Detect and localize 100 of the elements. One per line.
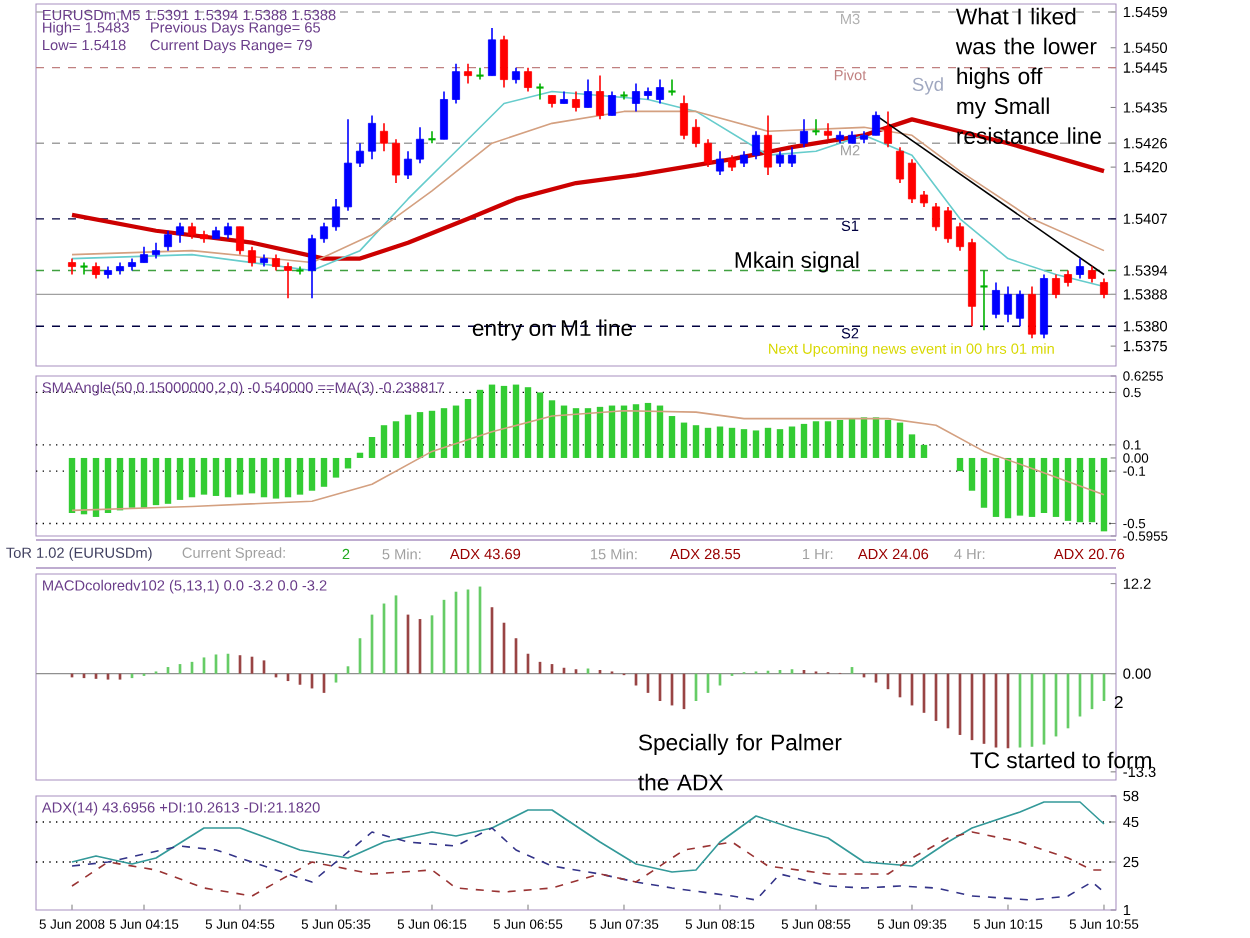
candlestick [883,110,892,149]
candlestick [667,78,677,97]
bar [872,417,880,458]
bar [140,457,148,508]
candlestick [788,146,796,168]
candlestick [1016,289,1024,328]
candlestick [896,146,904,184]
bar [320,457,328,487]
bar [980,457,988,508]
bar [416,412,424,458]
candlestick [596,74,604,121]
bar [452,405,460,458]
bar [392,421,400,458]
annotation: 2 [1114,695,1123,709]
candlestick [944,206,952,244]
candlestick [704,138,712,168]
bar [776,429,784,458]
bar [128,457,136,508]
bar [488,384,496,458]
bar [704,427,712,458]
bar [1088,457,1096,523]
candlestick [763,114,772,176]
candlestick [992,281,1000,320]
bar [764,427,772,458]
candlestick [572,90,580,113]
bar [344,457,352,469]
bar [476,389,484,458]
bar [176,457,184,500]
candlestick [380,122,389,152]
bar [836,419,844,458]
bar [632,404,640,458]
candlestick [716,150,724,176]
candlestick [1075,257,1084,280]
annotation: Syd [912,77,943,95]
bar [788,426,796,458]
candlestick [164,229,172,252]
bar [824,421,832,458]
candlestick [404,150,412,180]
bar [800,423,808,458]
candlestick [908,158,916,204]
bar [116,457,124,511]
bar [896,422,904,458]
bar [404,414,412,458]
candlestick [320,222,328,244]
candlestick [680,94,688,141]
bar [860,417,868,458]
bar [848,418,856,458]
bar [536,392,544,458]
candlestick [176,222,185,244]
candlestick [332,198,340,232]
candlestick [452,62,460,105]
candlestick [500,35,508,89]
bar [692,425,700,458]
bar [332,457,340,478]
candlestick [284,261,292,300]
bar [236,457,244,495]
annotation: Mkain signal [735,251,859,273]
bar [68,457,76,513]
bar [548,400,556,458]
bar [1052,457,1060,517]
annotation: Specially for Palmer the ADX [638,733,842,791]
bar [272,457,280,499]
bar [1028,457,1036,517]
bar [956,457,964,472]
bar [992,457,1000,517]
bar [740,429,748,458]
candlestick [692,118,700,149]
bar [680,422,688,458]
bar [1100,457,1108,532]
bar [560,405,568,458]
candlestick [488,27,496,77]
candlestick [427,130,437,145]
bar [164,457,172,504]
annotation: TC started to form [970,751,1152,769]
candlestick [475,66,485,81]
candlestick [632,82,640,113]
bar [464,399,472,458]
bar [908,434,916,458]
bar [1064,457,1072,521]
candlestick [1003,285,1012,324]
bar [200,457,208,495]
candlestick [248,245,256,268]
bar [260,457,268,498]
bar [296,457,304,495]
candlestick [535,82,545,101]
candlestick [956,222,964,252]
bar [104,457,112,513]
candlestick [1100,277,1108,300]
candlestick [524,66,532,93]
bar [608,405,616,458]
bar [728,427,736,458]
bar [152,457,160,506]
bar [512,384,520,458]
bar [644,402,652,458]
bar [368,437,376,458]
bar [308,457,316,491]
bar [572,408,580,458]
candlestick [344,118,353,212]
candlestick [752,130,760,160]
bar [92,457,100,517]
